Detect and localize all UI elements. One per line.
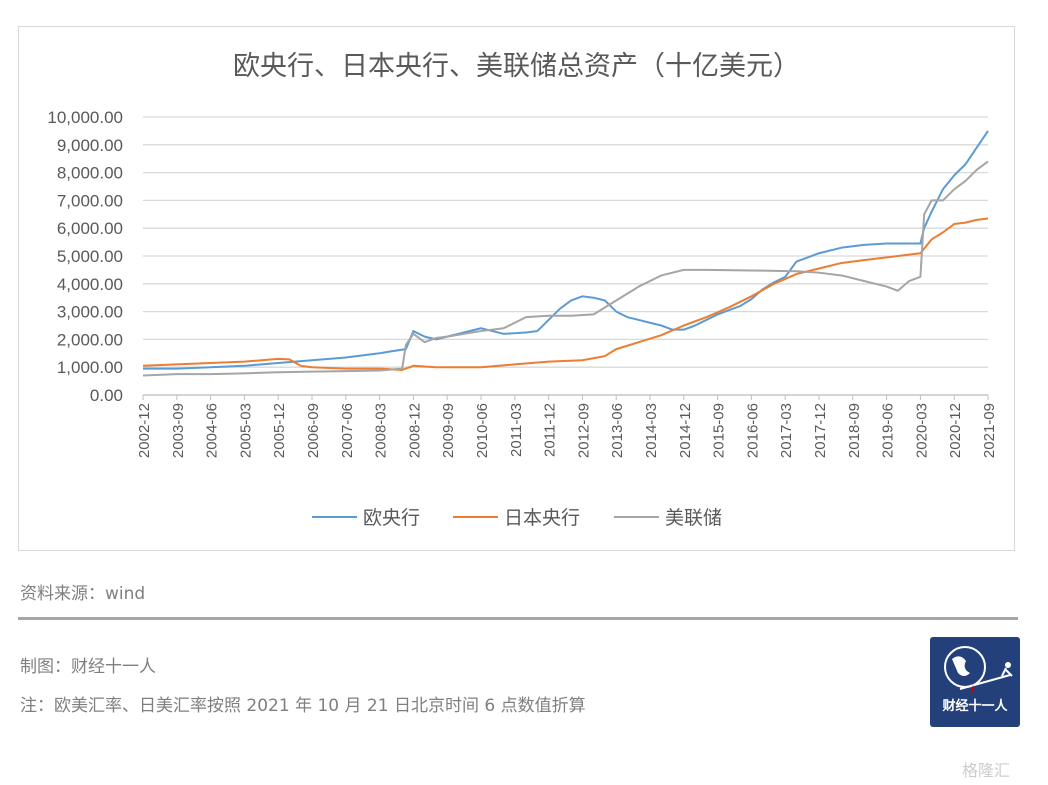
x-tick-label: 2006-09	[305, 403, 322, 458]
x-tick-label: 2020-12	[947, 403, 964, 458]
y-tick-label: 3,000.00	[57, 303, 123, 322]
x-tick-label: 2015-09	[711, 403, 728, 458]
chart-title: 欧央行、日本央行、美联储总资产（十亿美元）	[233, 51, 800, 82]
series-line-美联储	[142, 160, 989, 377]
series-line-日本央行	[142, 217, 989, 371]
x-tick-label: 2004-06	[204, 403, 221, 458]
x-tick-label: 2012-09	[575, 403, 592, 458]
x-tick-label: 2017-12	[812, 403, 829, 458]
x-tick-label: 2005-03	[237, 403, 254, 458]
divider	[18, 617, 1018, 620]
y-tick-label: 2,000.00	[57, 330, 123, 349]
source-note: 资料来源：wind	[20, 584, 146, 604]
legend-label: 美联储	[665, 507, 722, 529]
y-tick-label: 4,000.00	[57, 275, 123, 294]
x-tick-label: 2008-03	[373, 403, 390, 458]
globe-runner-icon	[944, 646, 1013, 693]
y-tick-label: 6,000.00	[57, 219, 123, 238]
x-tick-label: 2020-03	[913, 403, 930, 458]
y-tick-label: 10,000.00	[47, 108, 123, 127]
x-tick-label: 2011-12	[542, 403, 559, 457]
x-tick-label: 2014-03	[643, 403, 660, 458]
line-chart: 0.00 1,000.00 2,000.00 3,000.00 4,000.00 5,00…	[47, 108, 998, 529]
logo: 财经十一人	[930, 637, 1020, 727]
x-tick-label: 2021-09	[981, 403, 998, 458]
x-tick-label: 2005-12	[271, 403, 288, 458]
legend-label: 日本央行	[504, 507, 580, 529]
x-tick-label: 2019-06	[880, 403, 897, 458]
x-tick-label: 2007-06	[339, 403, 356, 458]
x-tick-label: 2017-03	[778, 403, 795, 458]
y-tick-label: 9,000.00	[57, 136, 123, 155]
y-tick-label: 5,000.00	[57, 247, 123, 266]
chart-frame	[18, 26, 1015, 551]
x-tick-label: 2018-09	[846, 403, 863, 458]
x-tick-label: 2014-12	[677, 403, 694, 458]
legend-label: 欧央行	[363, 507, 420, 529]
y-tick-label: 8,000.00	[57, 164, 123, 183]
x-tick-label: 2016-06	[744, 403, 761, 458]
y-tick-label: 0.00	[90, 386, 123, 405]
x-tick-label: 2002-12	[136, 403, 153, 458]
logo-text: 财经十一人	[942, 699, 1008, 714]
x-tick-label: 2013-06	[609, 403, 626, 458]
x-tick-label: 2009-09	[440, 403, 457, 458]
maker-note: 制图：财经十一人	[20, 657, 156, 677]
remark-note: 注：欧美汇率、日美汇率按照 2021 年 10 月 21 日北京时间 6 点数值…	[20, 696, 586, 716]
x-tick-label: 2010-06	[474, 403, 491, 458]
y-tick-label: 7,000.00	[57, 191, 123, 210]
x-tick-label: 2003-09	[170, 403, 187, 458]
series-line-欧央行	[143, 130, 989, 370]
x-tick-label: 2011-03	[508, 403, 525, 457]
watermark: 格隆汇	[962, 761, 1011, 780]
y-tick-label: 1,000.00	[57, 358, 123, 377]
x-tick-label: 2008-12	[406, 403, 423, 458]
